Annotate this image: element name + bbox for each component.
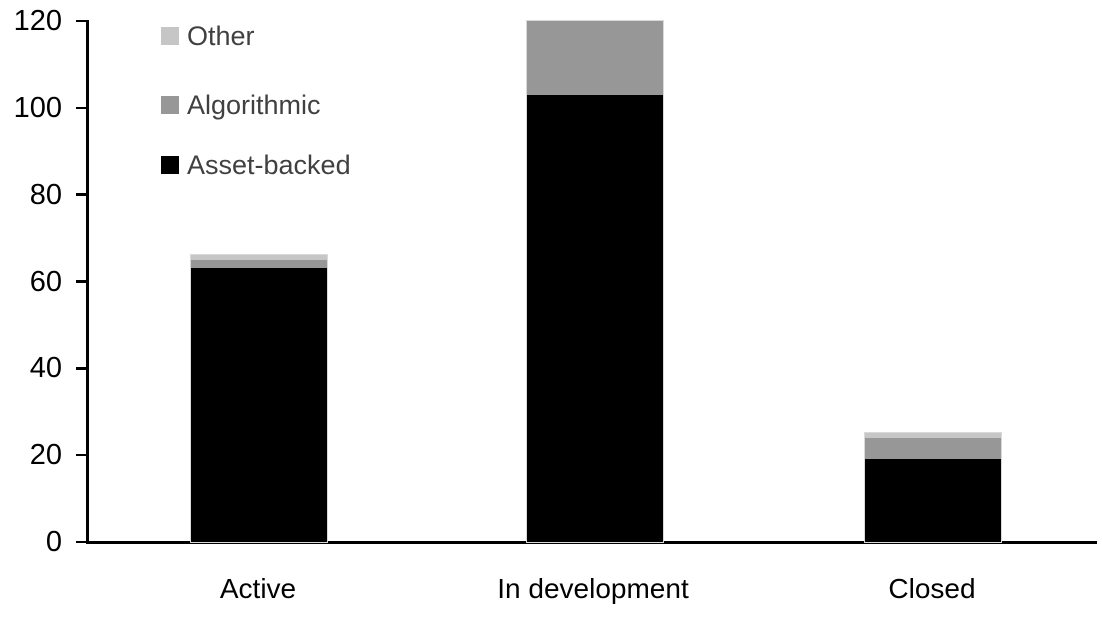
legend-item-asset-backed: Asset-backed bbox=[161, 150, 351, 180]
y-tick bbox=[76, 540, 87, 544]
legend-item-other: Other bbox=[161, 21, 255, 51]
bar-active bbox=[190, 254, 328, 543]
y-tick-label: 40 bbox=[29, 352, 62, 385]
bar-in-development bbox=[526, 20, 664, 543]
y-tick-label: 20 bbox=[29, 439, 62, 472]
y-tick bbox=[76, 19, 87, 23]
legend-swatch-asset-backed bbox=[161, 156, 179, 174]
bar-segment-algorithmic bbox=[191, 259, 327, 269]
y-tick-label: 0 bbox=[45, 526, 62, 558]
bar-closed bbox=[864, 432, 1002, 543]
bar-segment-algorithmic bbox=[527, 21, 663, 95]
y-tick-label: 60 bbox=[29, 265, 62, 298]
x-axis-label-active: Active bbox=[219, 573, 297, 604]
y-tick bbox=[76, 367, 87, 370]
legend-label-asset-backed: Asset-backed bbox=[187, 150, 351, 180]
legend-swatch-other bbox=[161, 27, 179, 45]
legend-item-algorithmic: Algorithmic bbox=[161, 90, 321, 120]
y-tick bbox=[76, 280, 87, 283]
x-axis-label-closed: Closed bbox=[888, 573, 976, 604]
bar-segment-asset-backed bbox=[527, 94, 663, 542]
bar-segment-asset-backed bbox=[191, 268, 327, 542]
legend-label-other: Other bbox=[187, 21, 255, 51]
bar-segment-other bbox=[865, 433, 1001, 438]
y-axis-line bbox=[86, 20, 89, 543]
bar-segment-algorithmic bbox=[865, 437, 1001, 460]
x-axis-label-in-development: In development bbox=[497, 573, 689, 604]
y-tick-label: 120 bbox=[13, 5, 62, 37]
y-tick bbox=[76, 193, 87, 196]
legend-swatch-algorithmic bbox=[161, 96, 179, 114]
bar-segment-asset-backed bbox=[865, 459, 1001, 542]
legend-label-algorithmic: Algorithmic bbox=[187, 90, 321, 120]
y-tick-label: 100 bbox=[13, 91, 62, 124]
y-tick bbox=[76, 453, 87, 457]
bar-segment-other bbox=[191, 255, 327, 260]
y-tick bbox=[76, 106, 87, 110]
y-tick-label: 80 bbox=[29, 178, 62, 211]
